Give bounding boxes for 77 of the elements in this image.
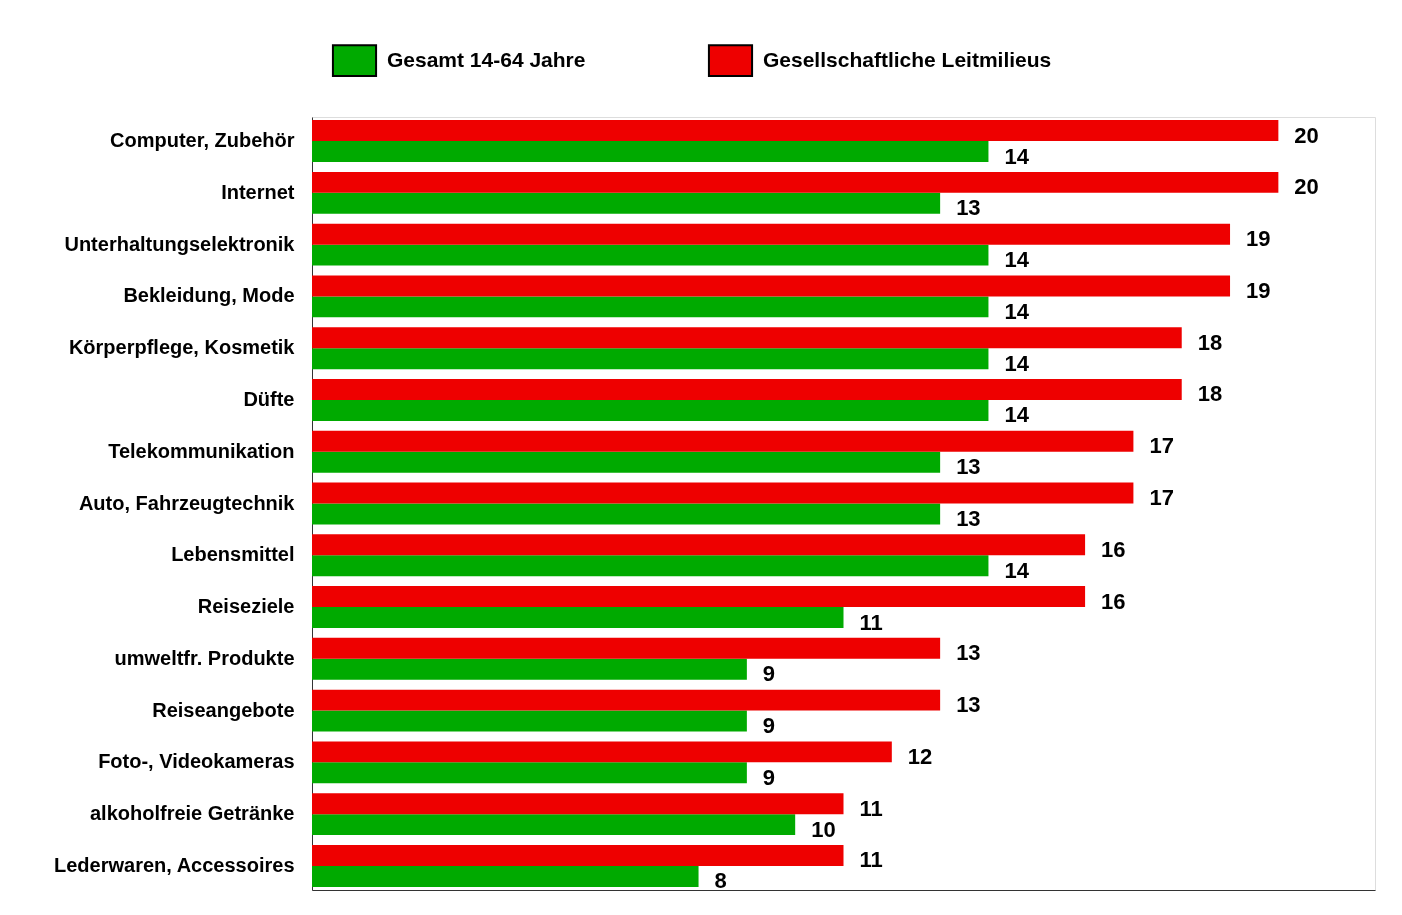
data-label: 14 [1004, 350, 1030, 376]
y-tick-label: Reiseziele [197, 595, 295, 618]
y-tick-label: Bekleidung, Mode [123, 284, 295, 307]
data-label: 8 [714, 868, 727, 894]
data-label: 13 [956, 640, 981, 666]
bar [312, 451, 941, 473]
bar [312, 534, 1086, 556]
bar [312, 637, 941, 659]
data-label: 17 [1149, 485, 1174, 511]
y-tick-label: Lebensmittel [171, 543, 295, 566]
bar [312, 710, 747, 732]
data-label: 13 [956, 692, 981, 718]
bar [312, 741, 892, 763]
bar [312, 844, 844, 866]
data-label: 13 [956, 195, 981, 221]
data-label: 11 [859, 795, 883, 821]
data-label: 16 [1101, 536, 1126, 562]
bar [312, 762, 747, 784]
bar [312, 348, 989, 370]
data-label: 9 [762, 713, 776, 739]
y-tick-label: Unterhaltungselektronik [64, 232, 296, 255]
legend-label: Gesellschaftliche Leitmilieus [763, 47, 1052, 71]
bar [312, 430, 1134, 452]
legend-label: Gesamt 14-64 Jahre [387, 47, 586, 71]
data-label: 12 [907, 743, 933, 769]
y-tick-label: umweltfr. Produkte [114, 646, 295, 669]
bar [312, 607, 844, 629]
data-label: 14 [1004, 557, 1030, 583]
bar [312, 814, 796, 836]
data-label: 19 [1246, 277, 1271, 303]
bar [312, 275, 1231, 297]
bar [312, 223, 1231, 245]
data-label: 13 [956, 505, 981, 531]
bar [312, 141, 989, 163]
bar [312, 378, 1182, 400]
data-label: 20 [1294, 174, 1319, 200]
bar [312, 689, 941, 711]
data-label: 18 [1197, 381, 1223, 407]
bar [312, 296, 989, 318]
data-label: 14 [1004, 298, 1030, 324]
bar [312, 865, 699, 887]
bar [312, 658, 747, 680]
data-label: 9 [762, 764, 776, 790]
data-label: 11 [859, 609, 883, 635]
data-label: 11 [859, 847, 883, 873]
y-tick-label: Lederwaren, Accessoires [54, 853, 295, 876]
data-label: 16 [1101, 588, 1126, 614]
y-tick-label: Düfte [243, 387, 295, 410]
data-label: 13 [956, 454, 981, 480]
y-tick-label: Telekommunikation [108, 439, 295, 462]
data-label: 9 [762, 661, 776, 687]
y-tick-label: Internet [221, 180, 295, 203]
y-tick-label: Körperpflege, Kosmetik [68, 336, 296, 359]
bar [312, 120, 1279, 142]
bar [312, 171, 1279, 193]
data-label: 17 [1149, 433, 1174, 459]
data-label: 20 [1294, 122, 1319, 148]
bar [312, 192, 941, 214]
data-label: 14 [1004, 247, 1030, 273]
data-label: 14 [1004, 143, 1030, 169]
y-tick-label: Foto-, Videokameras [98, 750, 295, 773]
bar [312, 503, 941, 525]
bar [312, 793, 844, 815]
bar [312, 555, 989, 577]
bar [312, 482, 1134, 504]
bar [312, 586, 1086, 608]
data-label: 10 [811, 816, 836, 842]
data-label: 14 [1004, 402, 1030, 428]
bar [312, 244, 989, 266]
y-tick-label: Auto, Fahrzeugtechnik [78, 491, 296, 514]
y-tick-label: alkoholfreie Getränke [89, 802, 295, 825]
data-label: 19 [1246, 226, 1271, 252]
bar [312, 399, 989, 421]
data-label: 18 [1197, 329, 1223, 355]
y-tick-label: Reiseangebote [152, 698, 295, 721]
bar [312, 327, 1182, 349]
y-tick-label: Computer, Zubehör [110, 129, 295, 152]
